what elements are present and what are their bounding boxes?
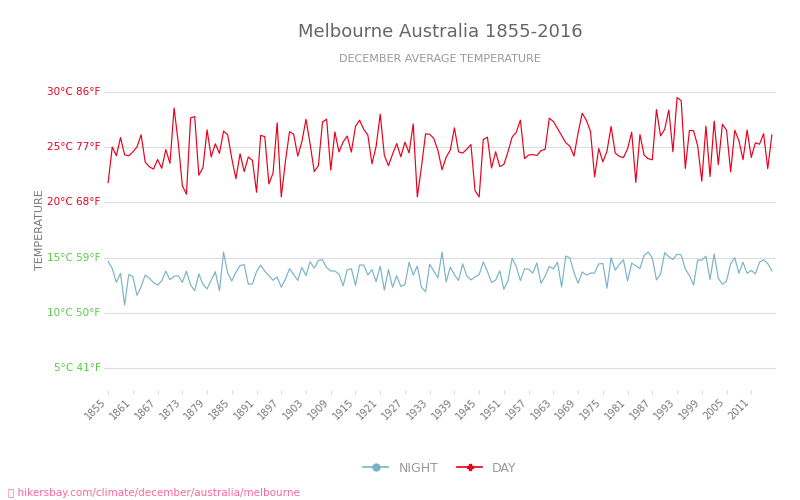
Text: 15°C 59°F: 15°C 59°F (47, 252, 101, 262)
Text: 10°C 50°F: 10°C 50°F (47, 308, 101, 318)
Text: 5°C 41°F: 5°C 41°F (54, 363, 101, 373)
Text: Melbourne Australia 1855-2016: Melbourne Australia 1855-2016 (298, 23, 582, 41)
Legend: NIGHT, DAY: NIGHT, DAY (358, 457, 522, 480)
Text: TEMPERATURE: TEMPERATURE (35, 190, 45, 270)
Text: 📍 hikersbay.com/climate/december/australia/melbourne: 📍 hikersbay.com/climate/december/austral… (8, 488, 300, 498)
Text: 30°C 86°F: 30°C 86°F (47, 87, 101, 97)
Text: 20°C 68°F: 20°C 68°F (47, 198, 101, 207)
Text: DECEMBER AVERAGE TEMPERATURE: DECEMBER AVERAGE TEMPERATURE (339, 54, 541, 64)
Text: 25°C 77°F: 25°C 77°F (47, 142, 101, 152)
